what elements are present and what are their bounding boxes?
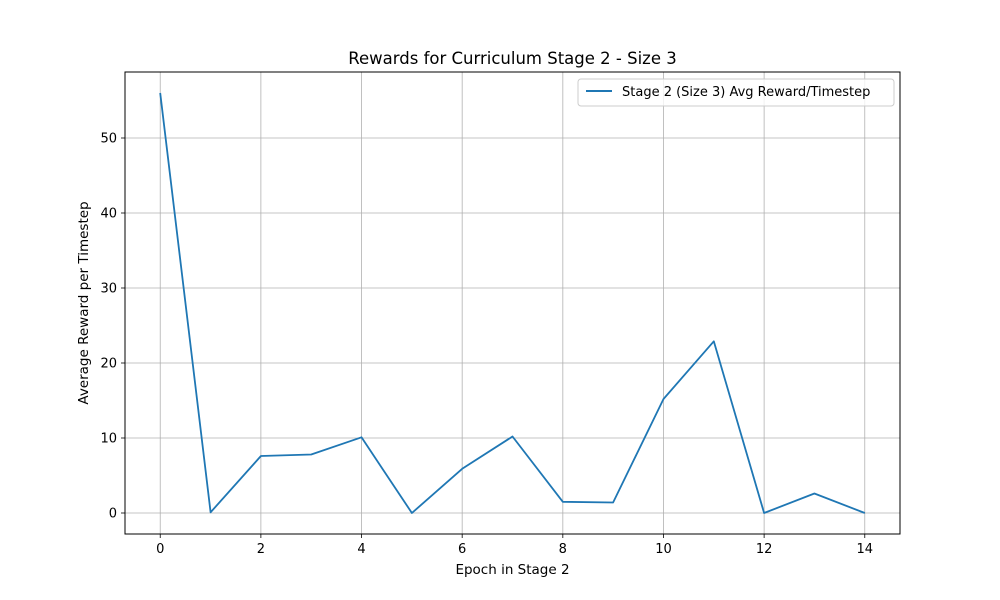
y-tick-label: 50 xyxy=(100,132,117,147)
y-axis-label: Average Reward per Timestep xyxy=(76,201,92,404)
chart-title: Rewards for Curriculum Stage 2 - Size 3 xyxy=(348,49,676,68)
ticks: 0 2 4 6 8 10 12 14 0 10 20 30 40 50 xyxy=(100,132,873,558)
y-tick-label: 20 xyxy=(100,357,117,372)
x-axis-label: Epoch in Stage 2 xyxy=(455,562,569,578)
x-tick-label: 10 xyxy=(655,542,672,557)
legend-label: Stage 2 (Size 3) Avg Reward/Timestep xyxy=(622,85,870,100)
series-layer xyxy=(159,92,866,514)
x-tick-label: 12 xyxy=(756,542,773,557)
grid xyxy=(125,72,900,534)
x-tick-label: 4 xyxy=(357,542,365,557)
y-tick-label: 10 xyxy=(100,432,117,447)
y-tick-label: 0 xyxy=(109,507,117,522)
plot-area-frame xyxy=(124,71,901,535)
x-tick-label: 6 xyxy=(458,542,466,557)
x-tick-label: 0 xyxy=(156,542,164,557)
x-tick-label: 8 xyxy=(559,542,567,557)
series-line xyxy=(159,92,866,514)
legend: Stage 2 (Size 3) Avg Reward/Timestep xyxy=(577,78,895,107)
y-tick-label: 30 xyxy=(100,282,117,297)
y-tick-label: 40 xyxy=(100,207,117,222)
x-tick-label: 14 xyxy=(856,542,873,557)
legend-box xyxy=(577,78,895,107)
x-tick-label: 2 xyxy=(257,542,265,557)
